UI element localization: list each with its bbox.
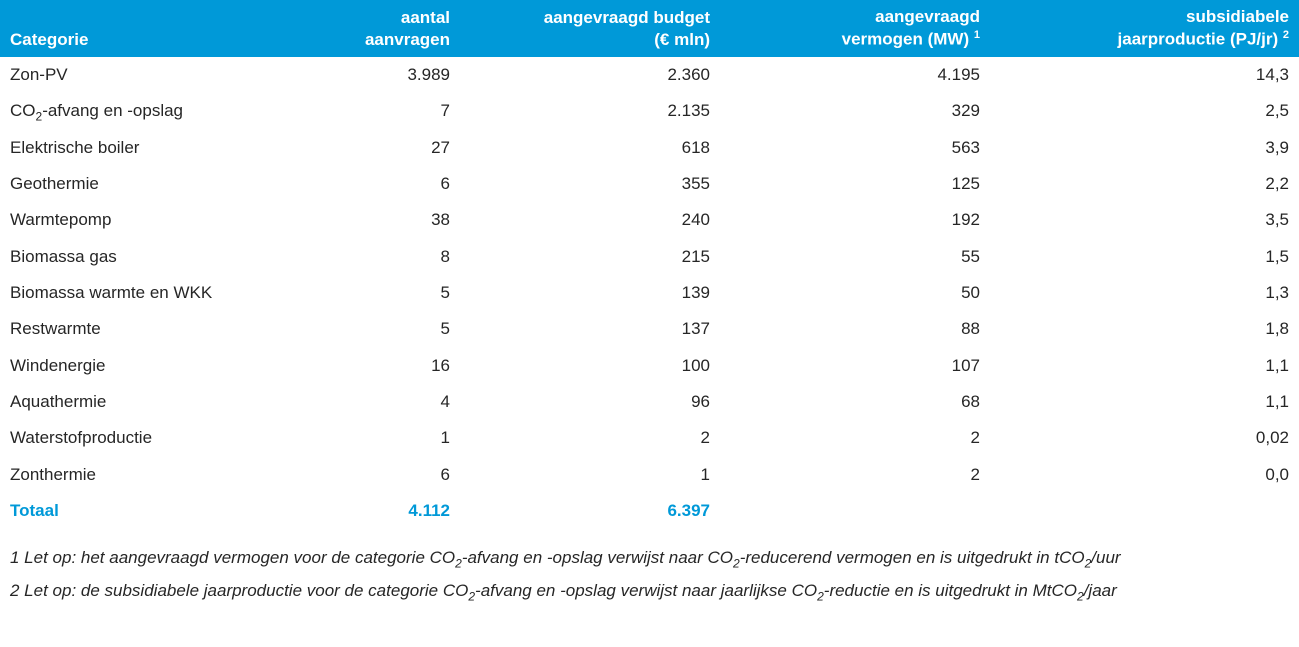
table-row: CO2-afvang en -opslag72.1353292,5 [0, 93, 1299, 129]
cell-total-vermogen [720, 493, 990, 529]
cell-jaarprod: 1,8 [990, 311, 1299, 347]
cell-budget: 2 [460, 420, 720, 456]
table-row: Windenergie161001071,1 [0, 348, 1299, 384]
cell-budget: 100 [460, 348, 720, 384]
cell-vermogen: 4.195 [720, 57, 990, 93]
cell-categorie: Aquathermie [0, 384, 260, 420]
cell-vermogen: 192 [720, 202, 990, 238]
cell-vermogen: 329 [720, 93, 990, 129]
table-row: Warmtepomp382401923,5 [0, 202, 1299, 238]
cell-vermogen: 2 [720, 420, 990, 456]
cell-vermogen: 88 [720, 311, 990, 347]
cell-budget: 2.360 [460, 57, 720, 93]
cell-vermogen: 563 [720, 130, 990, 166]
cell-total-aanvragen: 4.112 [260, 493, 460, 529]
data-table: Categorie aantal aanvragen aangevraagd b… [0, 0, 1299, 529]
cell-total-budget: 6.397 [460, 493, 720, 529]
cell-categorie: Biomassa gas [0, 239, 260, 275]
col-header-budget: aangevraagd budget (€ mln) [460, 0, 720, 57]
table-row: Zon-PV3.9892.3604.19514,3 [0, 57, 1299, 93]
cell-aanvragen: 8 [260, 239, 460, 275]
cell-jaarprod: 2,5 [990, 93, 1299, 129]
cell-budget: 2.135 [460, 93, 720, 129]
cell-budget: 96 [460, 384, 720, 420]
cell-budget: 240 [460, 202, 720, 238]
cell-budget: 139 [460, 275, 720, 311]
cell-aanvragen: 5 [260, 275, 460, 311]
cell-categorie: Restwarmte [0, 311, 260, 347]
cell-jaarprod: 0,02 [990, 420, 1299, 456]
cell-aanvragen: 38 [260, 202, 460, 238]
cell-vermogen: 55 [720, 239, 990, 275]
cell-aanvragen: 6 [260, 166, 460, 202]
table-row: Geothermie63551252,2 [0, 166, 1299, 202]
cell-categorie: Zon-PV [0, 57, 260, 93]
footnote-1: 1 Let op: het aangevraagd vermogen voor … [10, 547, 1289, 570]
table-row: Biomassa gas8215551,5 [0, 239, 1299, 275]
cell-jaarprod: 3,9 [990, 130, 1299, 166]
cell-aanvragen: 27 [260, 130, 460, 166]
cell-aanvragen: 3.989 [260, 57, 460, 93]
cell-budget: 618 [460, 130, 720, 166]
cell-aanvragen: 7 [260, 93, 460, 129]
cell-categorie: Zonthermie [0, 457, 260, 493]
cell-budget: 1 [460, 457, 720, 493]
cell-categorie: Biomassa warmte en WKK [0, 275, 260, 311]
table-row: Elektrische boiler276185633,9 [0, 130, 1299, 166]
cell-vermogen: 50 [720, 275, 990, 311]
cell-jaarprod: 1,5 [990, 239, 1299, 275]
table-row: Biomassa warmte en WKK5139501,3 [0, 275, 1299, 311]
table-body: Zon-PV3.9892.3604.19514,3CO2-afvang en -… [0, 57, 1299, 529]
cell-jaarprod: 14,3 [990, 57, 1299, 93]
col-header-vermogen: aangevraagd vermogen (MW) 1 [720, 0, 990, 57]
table-row: Waterstofproductie1220,02 [0, 420, 1299, 456]
cell-jaarprod: 3,5 [990, 202, 1299, 238]
cell-jaarprod: 1,3 [990, 275, 1299, 311]
cell-jaarprod: 1,1 [990, 384, 1299, 420]
cell-categorie: CO2-afvang en -opslag [0, 93, 260, 129]
cell-budget: 137 [460, 311, 720, 347]
cell-total-jaarprod [990, 493, 1299, 529]
cell-jaarprod: 2,2 [990, 166, 1299, 202]
cell-aanvragen: 4 [260, 384, 460, 420]
cell-budget: 215 [460, 239, 720, 275]
table-header: Categorie aantal aanvragen aangevraagd b… [0, 0, 1299, 57]
cell-vermogen: 68 [720, 384, 990, 420]
footnote-2: 2 Let op: de subsidiabele jaarproductie … [10, 580, 1289, 603]
cell-total-label: Totaal [0, 493, 260, 529]
cell-budget: 355 [460, 166, 720, 202]
table-container: Categorie aantal aanvragen aangevraagd b… [0, 0, 1299, 619]
col-header-categorie: Categorie [0, 0, 260, 57]
col-header-aanvragen: aantal aanvragen [260, 0, 460, 57]
cell-categorie: Windenergie [0, 348, 260, 384]
cell-vermogen: 2 [720, 457, 990, 493]
table-row: Zonthermie6120,0 [0, 457, 1299, 493]
cell-categorie: Geothermie [0, 166, 260, 202]
cell-categorie: Elektrische boiler [0, 130, 260, 166]
cell-jaarprod: 1,1 [990, 348, 1299, 384]
table-row-total: Totaal4.1126.397 [0, 493, 1299, 529]
col-header-jaarproductie: subsidiabele jaarproductie (PJ/jr) 2 [990, 0, 1299, 57]
cell-categorie: Waterstofproductie [0, 420, 260, 456]
cell-aanvragen: 16 [260, 348, 460, 384]
cell-jaarprod: 0,0 [990, 457, 1299, 493]
table-row: Aquathermie496681,1 [0, 384, 1299, 420]
footnotes: 1 Let op: het aangevraagd vermogen voor … [0, 529, 1299, 619]
table-row: Restwarmte5137881,8 [0, 311, 1299, 347]
cell-aanvragen: 6 [260, 457, 460, 493]
cell-vermogen: 125 [720, 166, 990, 202]
cell-aanvragen: 5 [260, 311, 460, 347]
cell-vermogen: 107 [720, 348, 990, 384]
cell-categorie: Warmtepomp [0, 202, 260, 238]
cell-aanvragen: 1 [260, 420, 460, 456]
